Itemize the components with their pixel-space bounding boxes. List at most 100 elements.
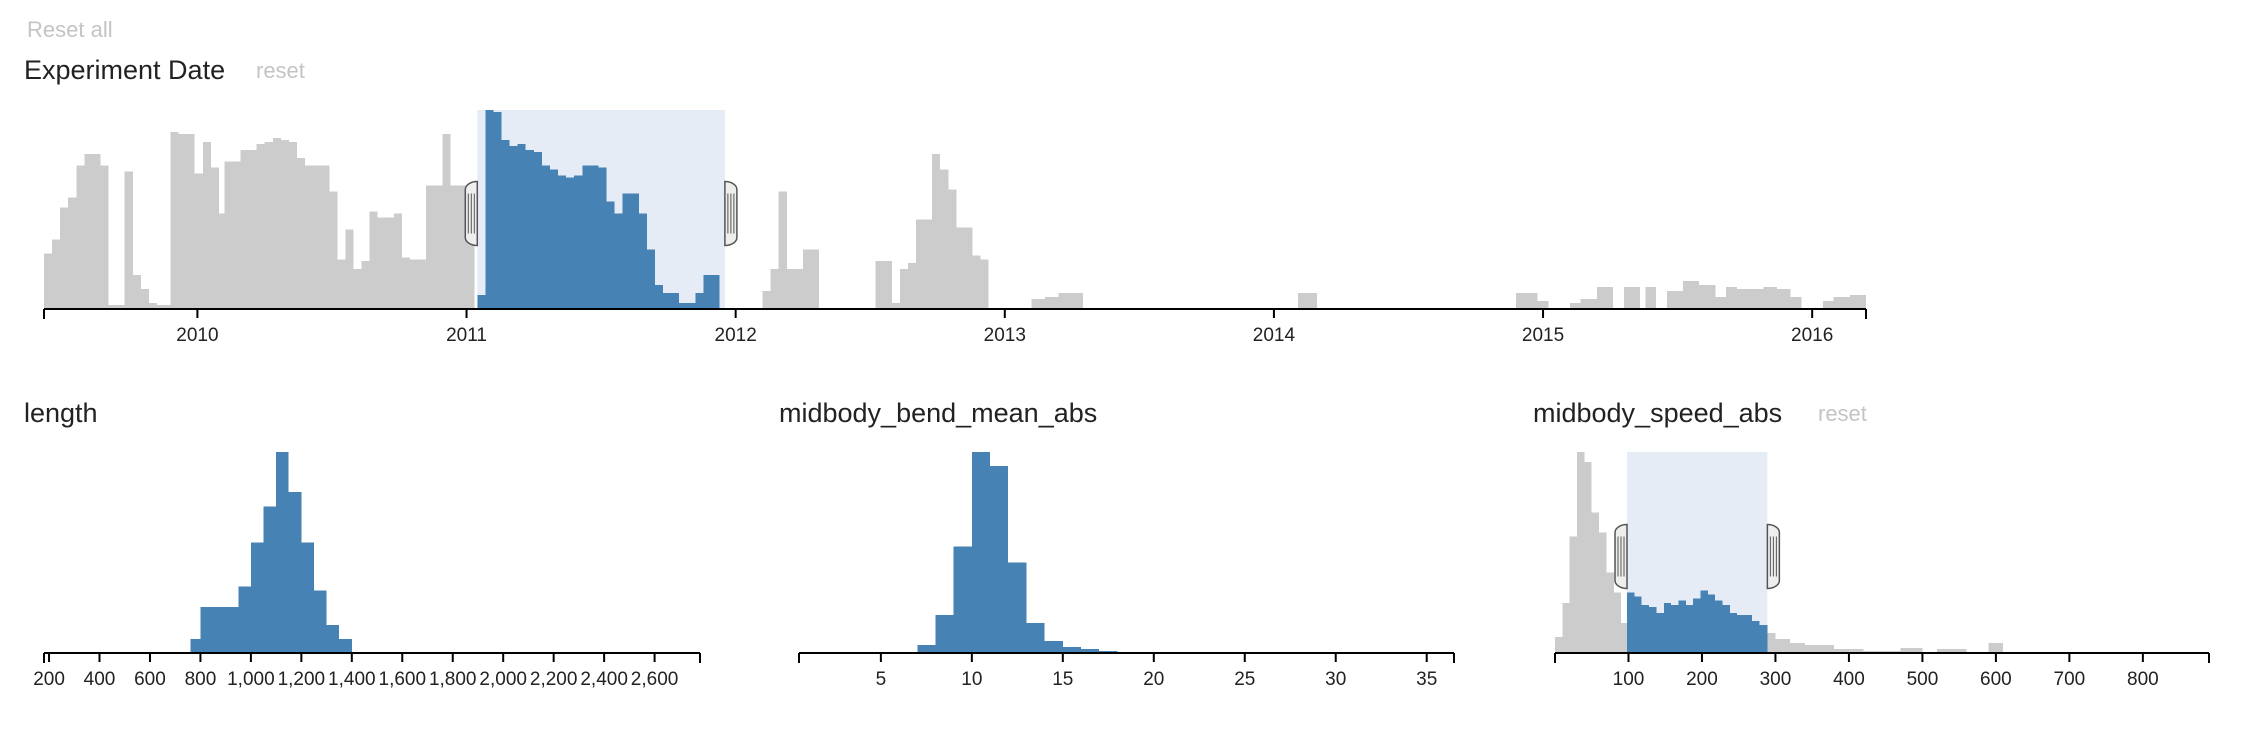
histogram-bar: [1580, 299, 1597, 309]
x-tick-label: 400: [84, 669, 116, 690]
histogram-bar: [899, 269, 908, 309]
x-tick-label: 2,000: [479, 669, 527, 690]
x-tick-label: 400: [1833, 669, 1865, 690]
histogram-bar: [703, 275, 712, 309]
histogram-bar: [426, 185, 435, 309]
histogram-bar: [329, 191, 338, 309]
histogram-bar: [1678, 600, 1686, 653]
x-tick-label: 100: [1613, 669, 1645, 690]
histogram-bar: [590, 165, 599, 309]
histogram-bar: [582, 165, 591, 309]
histogram-bar: [84, 153, 93, 309]
x-tick-label: 20: [1143, 669, 1164, 690]
histogram-bar: [132, 275, 141, 309]
x-tick-label: 1,400: [328, 669, 376, 690]
histogram-bar: [1045, 297, 1059, 309]
x-tick-label: 2012: [715, 325, 757, 346]
histogram-bar: [1744, 614, 1752, 653]
histogram-bar: [964, 227, 973, 309]
x-tick-label: 2016: [1791, 325, 1833, 346]
histogram-bar: [1008, 562, 1027, 653]
brush-handle-left[interactable]: [464, 180, 479, 247]
histogram-bar: [802, 249, 812, 309]
histogram-bar: [1790, 297, 1802, 309]
histogram-bar: [218, 213, 225, 309]
histogram-bar: [313, 590, 327, 653]
reset-midbody-speed-abs-button[interactable]: reset: [1818, 401, 1867, 426]
histogram-bar: [458, 185, 467, 309]
histogram-bar: [1569, 536, 1578, 653]
histogram-bar: [1693, 598, 1701, 653]
histogram-bar: [1700, 590, 1708, 653]
histogram-bar: [248, 149, 257, 309]
histogram-bar: [1751, 620, 1760, 653]
histogram-bar: [60, 207, 69, 309]
histogram-bar: [1555, 636, 1563, 653]
histogram-bar: [124, 171, 133, 309]
histogram-bar: [971, 452, 991, 653]
histogram-bar: [1666, 291, 1683, 309]
histogram-bar: [638, 213, 647, 309]
chart-title-midbody-speed-abs: midbody_speed_abs: [1533, 398, 1783, 428]
histogram-bar: [1848, 648, 1864, 653]
histogram-bar: [52, 239, 61, 309]
histogram-bar: [891, 303, 900, 309]
histogram-bar: [1707, 594, 1716, 653]
histogram-bar: [1081, 648, 1100, 653]
x-tick-label: 700: [2054, 669, 2086, 690]
histogram-bar: [148, 303, 158, 309]
histogram-bar: [202, 141, 211, 309]
x-tick-label: 2015: [1522, 325, 1564, 346]
histogram-bar: [778, 191, 787, 309]
brush-handle-right[interactable]: [1766, 523, 1781, 590]
histogram-bar: [337, 259, 346, 309]
histogram-bar: [1715, 600, 1723, 653]
brush-handle-left[interactable]: [1614, 523, 1628, 590]
x-tick-label: 1,200: [278, 669, 326, 690]
histogram-bar: [140, 289, 149, 309]
histogram-bar: [630, 193, 639, 309]
histogram-bar: [549, 169, 559, 309]
histogram-bar: [313, 165, 322, 309]
x-tick-label: 2014: [1253, 325, 1296, 346]
histogram-bar: [1804, 644, 1820, 653]
histogram-bar: [679, 303, 688, 309]
histogram-bar: [1729, 612, 1738, 653]
reset-all-button[interactable]: Reset all: [27, 17, 113, 42]
histogram-bar: [44, 253, 53, 309]
histogram-bar: [256, 143, 265, 309]
histogram-bar: [1822, 301, 1834, 309]
histogram-bar: [990, 466, 1009, 653]
histogram-bar: [1099, 650, 1118, 653]
chart-experiment-date[interactable]: 2010 2011 2012 2013 2014 2015 2016: [43, 110, 1867, 346]
histogram-bar: [948, 189, 957, 309]
histogram-bar: [940, 169, 949, 309]
histogram-bar: [1849, 295, 1866, 309]
histogram-bar: [794, 269, 803, 309]
histogram-bar: [1777, 289, 1791, 309]
histogram-bar: [1790, 642, 1805, 653]
histogram-bar: [1747, 289, 1764, 309]
chart-length[interactable]: 200 400 600 800 1,000 1,200 1,400 1,600 1,800 2,0…: [33, 452, 701, 690]
histogram-bar: [250, 542, 264, 653]
histogram-bar: [108, 305, 117, 309]
chart-midbody-bend-mean-abs[interactable]: 5 10 15 20 25 30 35: [798, 452, 1455, 690]
histogram-bar: [361, 261, 370, 309]
histogram-bar: [883, 261, 892, 309]
x-tick-label: 200: [1686, 669, 1718, 690]
histogram-bar: [442, 133, 451, 309]
histogram-bar: [907, 263, 916, 309]
histogram-bar: [385, 217, 394, 309]
histogram-bar: [466, 185, 475, 309]
histogram-bar: [200, 606, 214, 653]
histogram-bar: [1044, 640, 1063, 653]
x-tick-label: 200: [33, 669, 65, 690]
chart-midbody-speed-abs[interactable]: 100 200 300 400 500 600 700 800: [1554, 452, 2210, 690]
histogram-bar: [434, 185, 443, 309]
histogram-bar: [1298, 293, 1317, 309]
brush-handle-right[interactable]: [724, 180, 738, 247]
reset-experiment-date-button[interactable]: reset: [256, 58, 305, 83]
histogram-bar: [525, 149, 534, 309]
histogram-bar: [1569, 303, 1581, 309]
